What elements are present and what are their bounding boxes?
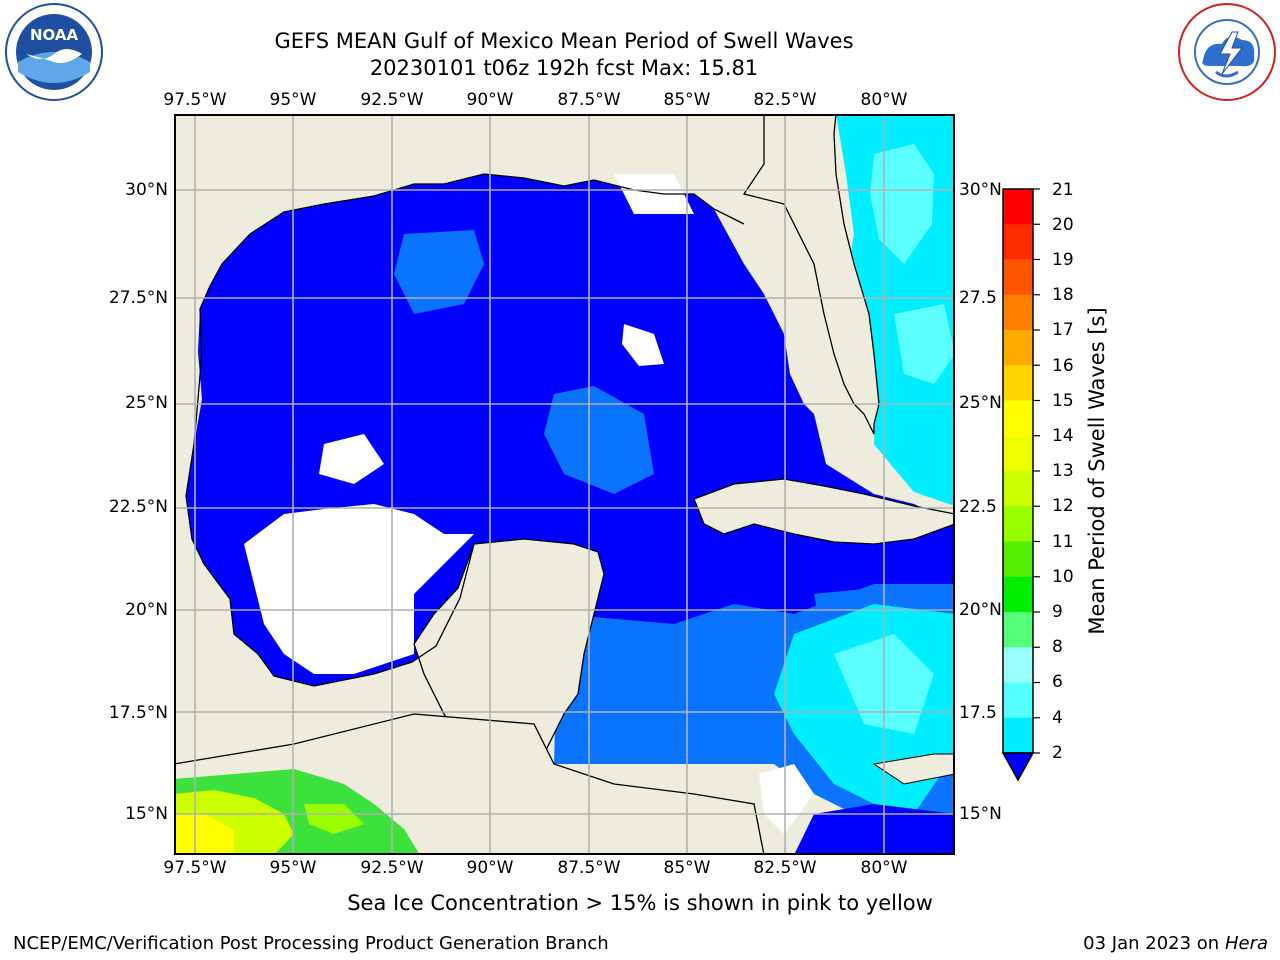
lat-label-left: 20°N [125, 600, 168, 620]
colorbar-cell [1003, 717, 1033, 754]
lat-label-left: 22.5°N [108, 497, 168, 517]
colorbar-tick-label: 17 [1052, 320, 1074, 340]
plot-title: GEFS MEAN Gulf of Mexico Mean Period of … [274, 29, 854, 53]
colorbar-tick-label: 2 [1052, 743, 1063, 763]
colorbar-cell [1003, 435, 1033, 472]
coastline-north [193, 173, 745, 445]
nws-logo [1176, 2, 1278, 102]
lon-label-top: 92.5°W [360, 90, 424, 110]
colorbar-cell [1003, 330, 1033, 366]
footer-date: 03 Jan 2023 on Hera [1083, 933, 1268, 954]
colorbar-tick-label: 15 [1052, 391, 1074, 411]
cuba-land [693, 478, 955, 545]
lon-label-top: 87.5°W [557, 90, 621, 110]
colorbar-tick-label: 9 [1052, 602, 1063, 622]
colorbar-cell [1003, 224, 1033, 260]
lat-label-right: 25°N [959, 393, 1002, 413]
lat-label-right: 27.5 [959, 288, 997, 308]
graticule [174, 114, 955, 855]
map-frame [174, 114, 955, 855]
lat-label-left: 25°N [125, 393, 168, 413]
lat-label-right: 20°N [959, 600, 1002, 620]
lon-label-top: 85°W [663, 90, 711, 110]
colorbar-cell [1003, 400, 1033, 437]
no-data-west [244, 504, 474, 674]
colorbar-tick-label: 21 [1052, 180, 1074, 200]
noaa-logo-text: NOAA [30, 26, 79, 44]
colorbar-cell [1003, 365, 1033, 401]
colorbar-underflow-arrow [1001, 752, 1035, 782]
colorbar-tick-label: 4 [1052, 708, 1063, 728]
coastline-west [185, 443, 475, 687]
lon-label-bottom: 95°W [269, 858, 317, 878]
colorbar-cell [1003, 541, 1033, 578]
colorbar-tick-label: 11 [1052, 532, 1074, 552]
colorbar-cell [1003, 294, 1033, 331]
colorbar-cell [1003, 576, 1033, 613]
colorbar-cell [1003, 506, 1033, 542]
lon-label-top: 97.5°W [163, 90, 227, 110]
colorbar-tick-label: 18 [1052, 285, 1074, 305]
lon-label-top: 90°W [466, 90, 514, 110]
ice-yellow [174, 814, 234, 855]
lat-label-right: 30°N [959, 180, 1002, 200]
lon-label-bottom: 82.5°W [753, 858, 817, 878]
colorbar-cell [1003, 647, 1033, 683]
plot-subtitle: 20230101 t06z 192h fcst Max: 15.81 [369, 56, 759, 80]
colorbar [1001, 188, 1040, 782]
colorbar-tick-label: 6 [1052, 672, 1063, 692]
footer-credit: NCEP/EMC/Verification Post Processing Pr… [13, 933, 609, 954]
ice-note: Sea Ice Concentration > 15% is shown in … [0, 891, 1280, 915]
ice-note-text: Sea Ice Concentration > 15% is shown in … [347, 891, 933, 915]
footer-host: Hera [1224, 933, 1268, 954]
lon-label-bottom: 85°W [663, 858, 711, 878]
lon-label-bottom: 92.5°W [360, 858, 424, 878]
lon-label-bottom: 80°W [860, 858, 908, 878]
lon-label-top: 80°W [860, 90, 908, 110]
colorbar-cell [1003, 612, 1033, 648]
yucatan-land [413, 538, 605, 765]
lat-label-right: 17.5 [959, 703, 997, 723]
colorbar-cell [1003, 471, 1033, 507]
colorbar-cell [1003, 682, 1033, 719]
colorbar-tick-label: 14 [1052, 426, 1074, 446]
colorbar-tick-label: 10 [1052, 567, 1074, 587]
colorbar-tick-label: 19 [1052, 250, 1074, 270]
colorbar-label: Mean Period of Swell Waves [s] [1085, 307, 1109, 635]
lon-label-top: 95°W [269, 90, 317, 110]
colorbar-tick-label: 8 [1052, 637, 1063, 657]
lon-label-bottom: 97.5°W [163, 858, 227, 878]
lat-label-left: 15°N [125, 804, 168, 824]
lat-label-left: 17.5°N [108, 703, 168, 723]
lat-label-right: 15°N [959, 804, 1002, 824]
colorbar-cell [1003, 189, 1033, 225]
lon-label-bottom: 90°W [466, 858, 514, 878]
colorbar-cell [1003, 259, 1033, 296]
footer-date-text: 03 Jan 2023 on [1083, 933, 1225, 954]
noaa-logo: NOAA [4, 2, 104, 102]
colorbar-tick-label: 12 [1052, 496, 1074, 516]
colorbar-tick-label: 13 [1052, 461, 1074, 481]
colorbar-tick-label: 16 [1052, 356, 1074, 376]
lon-label-bottom: 87.5°W [557, 858, 621, 878]
colorbar-tick-label: 20 [1052, 215, 1074, 235]
lat-label-right: 22.5 [959, 497, 997, 517]
map-panel [174, 114, 955, 855]
lat-label-left: 27.5°N [108, 288, 168, 308]
lon-label-top: 82.5°W [753, 90, 817, 110]
lat-label-left: 30°N [125, 180, 168, 200]
